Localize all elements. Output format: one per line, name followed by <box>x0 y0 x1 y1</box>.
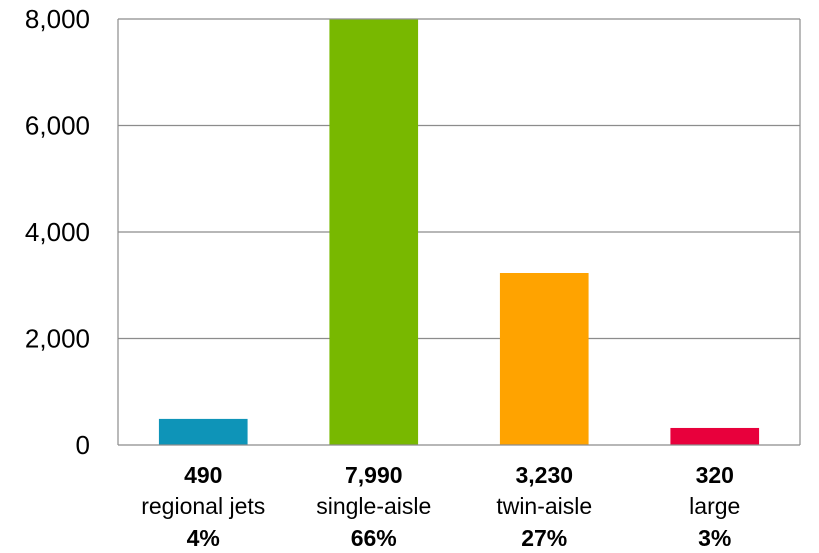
x-tick-label: large <box>689 493 740 519</box>
bar-twin-aisle <box>499 273 589 445</box>
data-label-percent: 4% <box>187 525 220 551</box>
y-tick-label: 6,000 <box>25 111 90 141</box>
data-label-value: 3,230 <box>515 462 573 488</box>
data-label-value: 7,990 <box>345 462 403 488</box>
x-tick-label: single-aisle <box>316 493 431 519</box>
bar-large <box>670 427 760 445</box>
y-tick-label: 2,000 <box>25 324 90 354</box>
bar-single-aisle <box>329 19 419 445</box>
y-tick-label: 4,000 <box>25 217 90 247</box>
x-tick-label: twin-aisle <box>496 493 592 519</box>
y-tick-label: 8,000 <box>25 4 90 34</box>
gridlines <box>118 18 800 340</box>
y-axis-ticks: 0 2,000 4,000 6,000 8,000 <box>25 4 90 460</box>
data-label-percent: 27% <box>521 525 567 551</box>
plot-frame <box>117 19 801 446</box>
data-label-percent: 66% <box>351 525 397 551</box>
bars <box>158 19 760 445</box>
data-label-value: 320 <box>696 462 734 488</box>
x-axis-category-labels: 490 regional jets 4% 7,990 single-aisle 66% 3,… <box>141 462 740 551</box>
data-label-percent: 3% <box>698 525 731 551</box>
data-label-value: 490 <box>184 462 222 488</box>
bar-regional-jets <box>158 418 248 445</box>
y-tick-label: 0 <box>76 430 90 460</box>
x-tick-label: regional jets <box>141 493 265 519</box>
